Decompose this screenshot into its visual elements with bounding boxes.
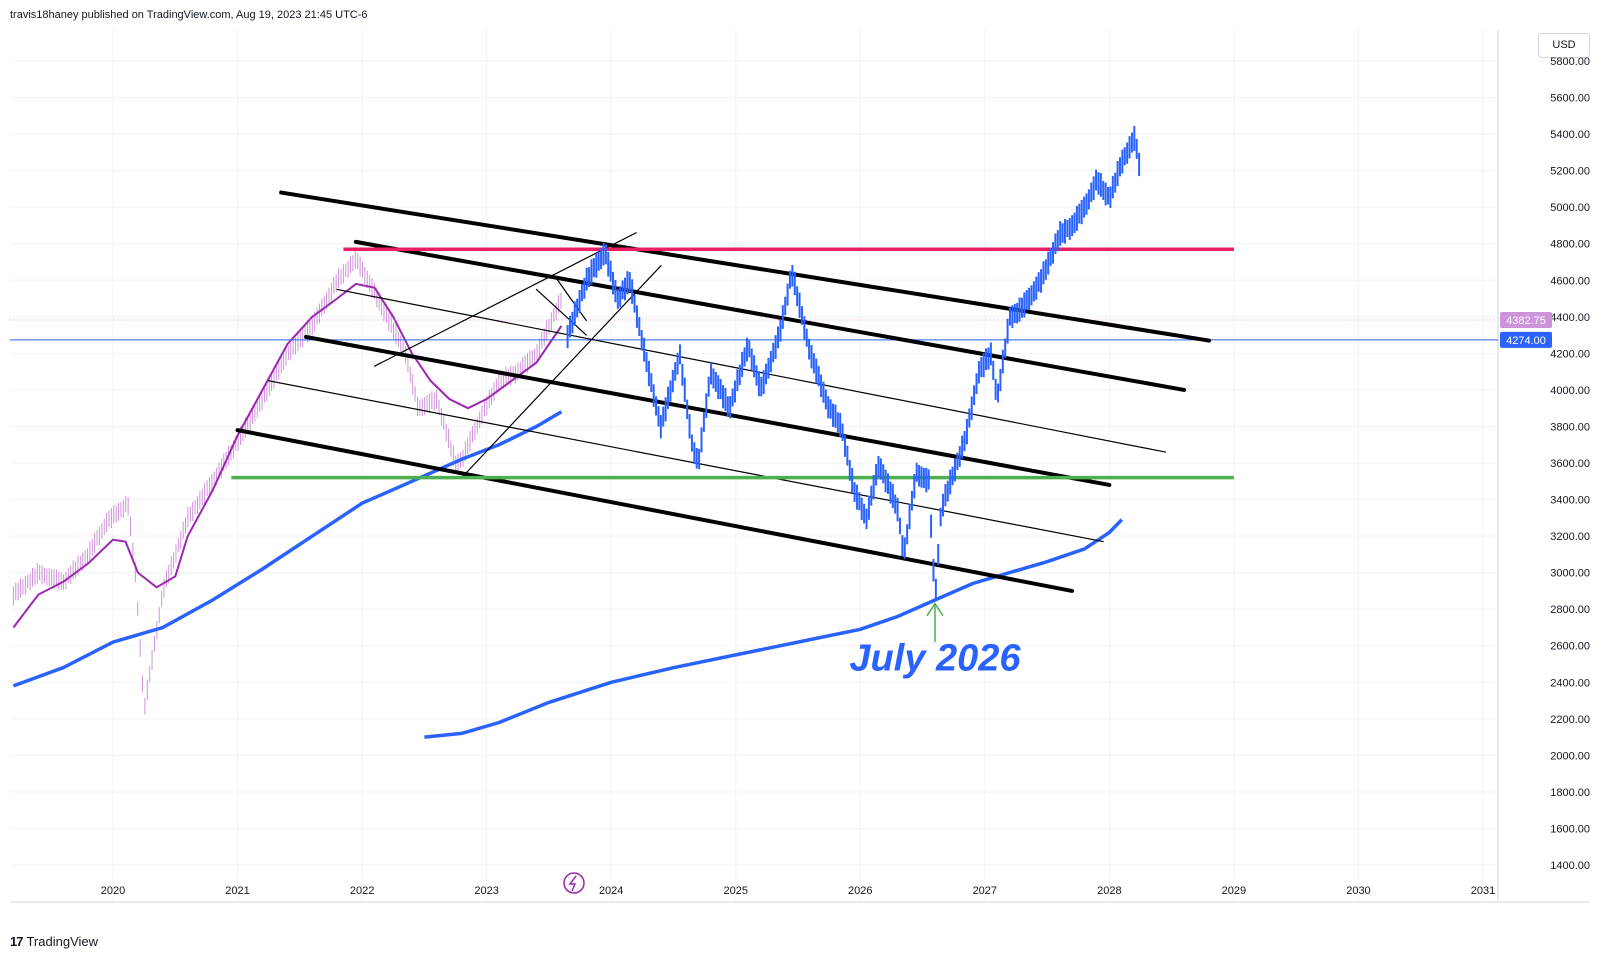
y-tick-label: 2800.00	[1550, 604, 1590, 616]
x-tick-label: 2021	[225, 885, 249, 897]
y-tick-label: 4000.00	[1550, 385, 1590, 397]
x-tick-label: 2029	[1222, 885, 1246, 897]
price-label-badge	[1500, 331, 1552, 348]
publisher-header: travis18haney published on TradingView.c…	[10, 9, 368, 21]
y-tick-label: 5600.00	[1550, 93, 1590, 105]
guide-line	[373, 232, 637, 367]
chart-axes	[10, 30, 1590, 903]
y-tick-label: 5200.00	[1550, 166, 1590, 178]
guide-line	[461, 265, 662, 479]
channel-line	[353, 239, 1187, 392]
replay-icon-circle	[563, 872, 585, 894]
y-tick-label: 2600.00	[1550, 641, 1590, 653]
guide-line	[336, 288, 1167, 453]
price-label-badge	[1500, 311, 1552, 328]
annotation-label: July 2026	[849, 638, 1021, 680]
moving-averages	[12, 282, 1124, 739]
y-tick-label: 3200.00	[1550, 531, 1590, 543]
annotations: July 2026	[849, 602, 1021, 680]
replay-icon-bolt	[568, 875, 577, 892]
footer-brand[interactable]: 17 TradingView	[10, 934, 98, 949]
x-tick-label: 2025	[723, 885, 747, 897]
y-tick-label: 1600.00	[1550, 823, 1590, 835]
y-tick-label: 5000.00	[1550, 202, 1590, 214]
y-tick-label: 4800.00	[1550, 239, 1590, 251]
y-tick-label: 3400.00	[1550, 495, 1590, 507]
y-tick-label: 2200.00	[1550, 714, 1590, 726]
annotation-arrow-head	[926, 602, 944, 617]
x-tick-label: 2031	[1471, 885, 1495, 897]
projection-series	[566, 125, 1141, 599]
replay-icon[interactable]	[563, 872, 585, 894]
x-tick-label: 2022	[350, 885, 374, 897]
history-series	[12, 248, 562, 715]
y-tick-label: 2400.00	[1550, 677, 1590, 689]
y-axis-labels: 1400.00 1600.00 1800.00 2000.00 2200.00 2400.…	[1550, 56, 1590, 872]
y-tick-label: 3000.00	[1550, 568, 1590, 580]
channel-line	[304, 334, 1112, 487]
y-tick-label: 1400.00	[1550, 860, 1590, 872]
long-ma-projection-line	[424, 518, 1124, 739]
y-tick-label: 2000.00	[1550, 750, 1590, 762]
x-tick-label: 2026	[848, 885, 872, 897]
y-tick-label: 4400.00	[1550, 312, 1590, 324]
tradingview-logo-icon: 17	[10, 934, 24, 949]
y-tick-label: 5400.00	[1550, 129, 1590, 141]
y-tick-label: 1800.00	[1550, 787, 1590, 799]
x-tick-label: 2020	[101, 885, 125, 897]
short-ma-line	[12, 282, 563, 629]
channel-line	[279, 190, 1211, 343]
tradingview-brand: TradingView	[26, 934, 99, 949]
y-tick-label: 4600.00	[1550, 275, 1590, 287]
guide-line	[554, 276, 587, 322]
chart-grid	[10, 30, 1498, 902]
y-tick-label: 3800.00	[1550, 421, 1590, 433]
trendlines	[10, 190, 1498, 593]
guide-line	[535, 288, 587, 336]
price-labels: 4382.75 4274.00	[1500, 311, 1552, 348]
price-label-text: 4382.75	[1506, 315, 1546, 327]
x-tick-label: 2030	[1346, 885, 1370, 897]
y-tick-label: 4200.00	[1550, 348, 1590, 360]
long-ma-line	[12, 410, 563, 688]
x-tick-label: 2023	[474, 885, 498, 897]
x-axis-labels: 2020 2021 2022 2023 2024 2025 2026 2027 2028 2029…	[101, 885, 1495, 897]
y-tick-label: 5800.00	[1550, 56, 1590, 68]
currency-selector[interactable]: USD	[1538, 33, 1590, 58]
x-tick-label: 2024	[599, 885, 623, 897]
x-tick-label: 2027	[973, 885, 997, 897]
price-label-text: 4274.00	[1506, 335, 1546, 347]
guide-line	[268, 380, 1104, 543]
x-tick-label: 2028	[1097, 885, 1121, 897]
y-tick-label: 3600.00	[1550, 458, 1590, 470]
